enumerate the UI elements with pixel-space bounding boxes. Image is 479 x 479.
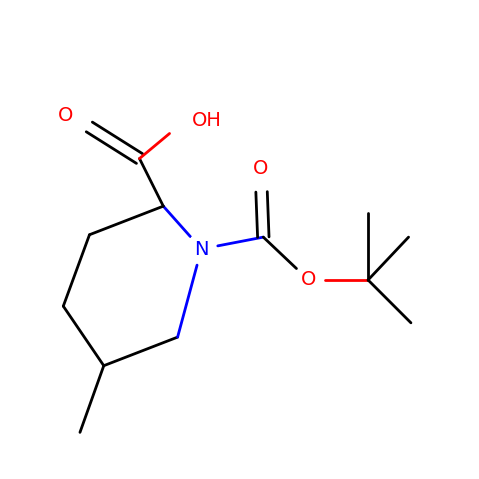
Text: O: O xyxy=(58,106,73,125)
Text: O: O xyxy=(301,271,316,289)
Text: OH: OH xyxy=(192,111,222,130)
Text: N: N xyxy=(194,240,209,259)
Text: O: O xyxy=(253,159,269,178)
